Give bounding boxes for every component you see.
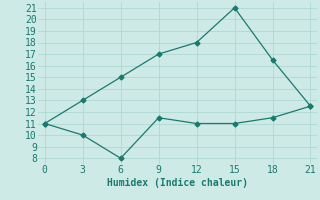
X-axis label: Humidex (Indice chaleur): Humidex (Indice chaleur) bbox=[107, 178, 248, 188]
